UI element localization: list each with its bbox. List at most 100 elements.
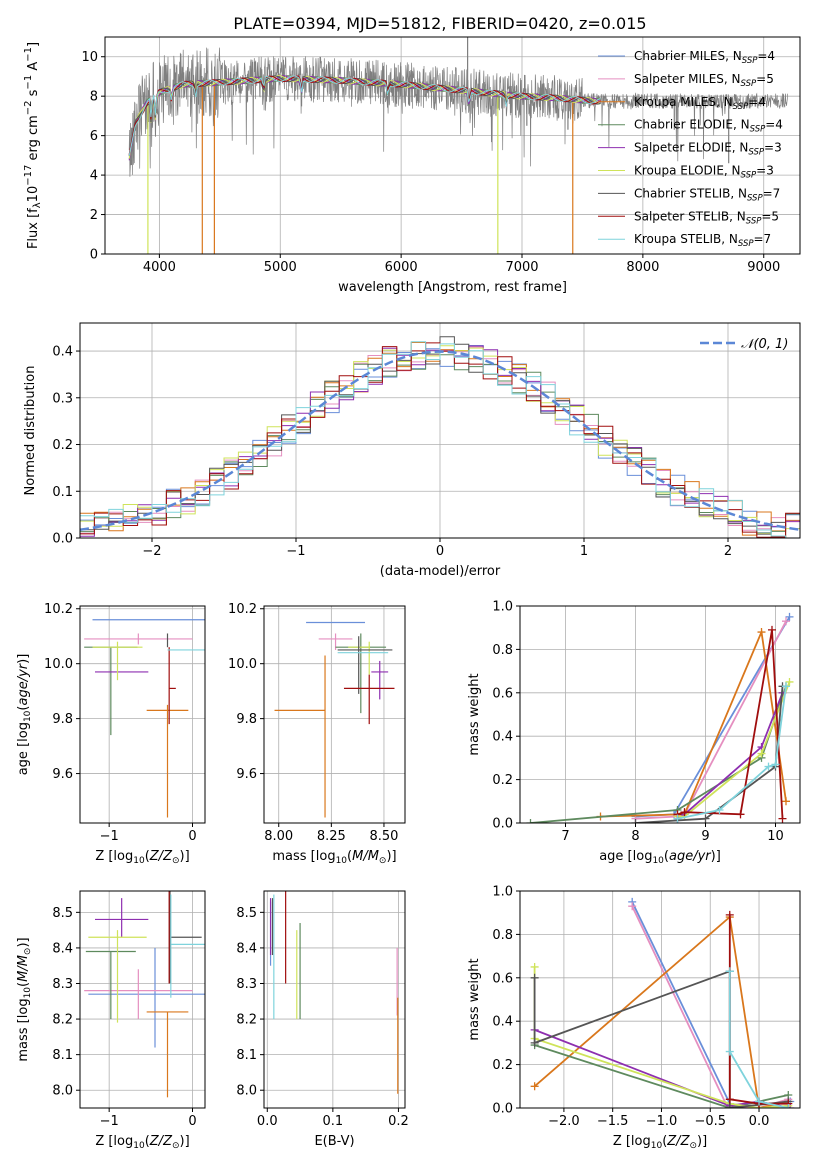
mass_vs_ebv-ytick-label-5: 8.5 <box>236 906 257 921</box>
weight_vs_age-marker-2-2 <box>757 628 766 637</box>
residuals-ytick-label-3: 0.3 <box>52 391 73 406</box>
age_vs_mass-ytick-label-0: 9.6 <box>236 767 257 782</box>
mass_vs_Z-axes <box>80 891 205 1108</box>
mass_vs_Z-ytick-label-2: 8.2 <box>52 1013 73 1028</box>
weight_vs_Z-border <box>519 890 801 1109</box>
age_vs_Z-ytick-label-3: 10.2 <box>44 602 73 617</box>
spectrum-frame: 4000 5000 6000 7000 8000 9000 0 2 4 6 8 10 <box>81 36 801 275</box>
age_vs_mass-frame: 8.00 8.25 8.50 9.6 9.8 10.0 10.2 <box>228 602 406 844</box>
weight_vs_age-marker-7-3 <box>768 625 776 634</box>
weight_vs_Z-series-8 <box>728 971 789 1108</box>
weight_vs_Z-series-3 <box>534 1044 789 1108</box>
age_vs_mass-ytick-label-2: 10.0 <box>228 657 257 672</box>
weight_vs_age-marker-8-1 <box>715 805 724 814</box>
mass_vs_Z-plot <box>84 891 205 1098</box>
weight_vs_age-marker-8-4 <box>782 682 790 691</box>
spectrum-xtick-label-5: 9000 <box>747 260 780 275</box>
spectrum-model-6 <box>128 75 601 156</box>
age_vs_Z-ytick-label-2: 10.0 <box>44 657 73 672</box>
weight_vs_Z-xtick-label-0: −2.0 <box>548 1114 580 1129</box>
weight_vs_Z-marker-8-2 <box>755 1097 764 1106</box>
residuals-ytick-label-2: 0.2 <box>52 438 73 453</box>
legend-label-6: Chabrier STELIB, NSSP=7 <box>634 186 780 203</box>
weight_vs_Z-marker-7-1 <box>725 1095 734 1104</box>
weight_vs_Z-marker-8-1 <box>725 1047 734 1056</box>
spectrum-xtick-label-3: 7000 <box>505 260 538 275</box>
weight_vs_age-ylabel: mass weight <box>467 673 482 755</box>
age_vs_Z-ylabel: age [log10(age/yr)] <box>16 654 33 776</box>
mass_vs_ebv-plot <box>269 891 399 1094</box>
residuals-xlabel: (data-model)/error <box>380 564 501 579</box>
spectrum-ylabel: Flux [fλ​10−17​ erg cm−2​ s−1​ A−1​] <box>23 42 43 249</box>
weight_vs_age-ytick-label-2: 0.4 <box>492 730 513 745</box>
spectrum-xtick-label-4: 8000 <box>626 260 659 275</box>
legend-label-5: Kroupa ELODIE, NSSP=3 <box>634 164 774 181</box>
spectrum-xtick-label-1: 5000 <box>264 260 297 275</box>
weight_vs_Z-marker-6-1 <box>530 1038 539 1047</box>
age_vs_mass-axes <box>264 606 405 823</box>
weight_vs_age-xtick-label-1: 8 <box>631 829 639 844</box>
spectrum-ytick-label-5: 10 <box>81 50 98 65</box>
legend-label-3: Chabrier ELODIE, NSSP=4 <box>634 118 783 135</box>
weight_vs_age-marker-5-3 <box>785 677 794 686</box>
residuals-frame: −2 −1 0 1 2 0.0 0.1 0.2 0.3 0.4 <box>52 322 801 559</box>
weight_vs_age-marker-6-1 <box>701 814 710 823</box>
weight_vs_Z-marker-6-0 <box>530 973 539 982</box>
mass_vs_ebv-border <box>263 890 406 1109</box>
weight_vs_Z-marker-7-0 <box>725 910 734 919</box>
weight_vs_Z-ytick-label-4: 0.8 <box>492 928 513 943</box>
legend-label-0: Chabrier MILES, NSSP=4 <box>634 49 775 66</box>
legend-label-1: Salpeter MILES, NSSP=5 <box>634 72 774 89</box>
mass_vs_ebv-xtick-label-2: 0.2 <box>388 1114 409 1129</box>
mass_vs_Z-xtick-label-0: −1 <box>100 1114 119 1129</box>
weight_vs_Z-ytick-label-3: 0.6 <box>492 971 513 986</box>
weight_vs_age-marker-7-1 <box>680 808 689 817</box>
figure-title: PLATE=0394, MJD=51812, FIBERID=0420, z=0… <box>233 14 646 33</box>
weight_vs_age-ytick-label-3: 0.6 <box>492 686 513 701</box>
legend-label-2: Kroupa MILES, NSSP=4 <box>634 95 766 112</box>
weight_vs_Z-ytick-label-5: 1.0 <box>492 885 513 900</box>
age_vs_Z-xtick-label-0: −1 <box>100 829 119 844</box>
spectrum-ytick-label-4: 8 <box>90 90 98 105</box>
mass_vs_Z-ytick-label-5: 8.5 <box>52 906 73 921</box>
age_vs_Z-xlabel: Z [log10(Z/Z⊙)] <box>95 849 189 866</box>
weight_vs_age-marker-6-0 <box>631 819 640 823</box>
weight_vs_age-marker-3-0 <box>526 819 535 823</box>
spectrum-model-5 <box>128 75 601 159</box>
weight_vs_age-frame: 7 8 9 10 0.0 0.2 0.4 0.6 0.8 1.0 <box>492 600 801 844</box>
mass_vs_Z-ytick-label-1: 8.1 <box>52 1048 73 1063</box>
weight_vs_age-marker-8-3 <box>771 760 780 769</box>
panels: 4000 5000 6000 7000 8000 90000246810wavelengt… <box>16 36 801 1151</box>
age_vs_mass-ytick-label-1: 9.8 <box>236 712 257 727</box>
weight_vs_Z-marker-8-3 <box>784 1104 793 1108</box>
weight_vs_Z-ytick-label-2: 0.4 <box>492 1015 513 1030</box>
residuals-ytick-label-4: 0.4 <box>52 345 73 360</box>
weight_vs_age-plot <box>526 612 794 823</box>
weight_vs_age-border <box>519 605 801 824</box>
weight_vs_age-xtick-label-0: 7 <box>561 829 569 844</box>
weight_vs_age-xtick-label-2: 9 <box>701 829 709 844</box>
weight_vs_Z-xtick-label-4: 0.0 <box>749 1114 770 1129</box>
legend-label-4: Salpeter ELODIE, NSSP=3 <box>634 141 782 158</box>
age_vs_Z-border <box>79 605 206 824</box>
weight_vs_age-marker-1-3 <box>782 617 790 626</box>
mass_vs_Z-xlabel: Z [log10(Z/Z⊙)] <box>95 1134 189 1151</box>
weight_vs_Z-xlabel: Z [log10(Z/Z⊙)] <box>613 1134 707 1151</box>
spectrum-ytick-label-2: 4 <box>90 169 98 184</box>
spectrum-xtick-label-0: 4000 <box>143 260 176 275</box>
mass_vs_Z-xtick-label-1: 0 <box>188 1114 196 1129</box>
mass_vs_ebv-xtick-label-0: 0.0 <box>257 1114 278 1129</box>
legend-label-8: Kroupa STELIB, NSSP=7 <box>634 232 771 249</box>
spectrum-model-8 <box>128 75 601 156</box>
age_vs_mass-xtick-label-1: 8.25 <box>317 829 346 844</box>
weight_vs_age-xlabel: age [log10(age/yr)] <box>599 849 721 866</box>
mass_vs_Z-border <box>79 890 206 1109</box>
weight_vs_age-ytick-label-0: 0.0 <box>492 817 513 832</box>
mass_vs_Z-frame: −1 0 8.0 8.1 8.2 8.3 8.4 8.5 <box>52 890 206 1129</box>
age_vs_mass-plot <box>274 621 395 818</box>
mass_vs_ebv-ytick-label-1: 8.1 <box>236 1048 257 1063</box>
weight_vs_Z-xtick-label-2: −1.0 <box>646 1114 678 1129</box>
residual-legend-label: 𝒩(0, 1) <box>741 337 788 352</box>
